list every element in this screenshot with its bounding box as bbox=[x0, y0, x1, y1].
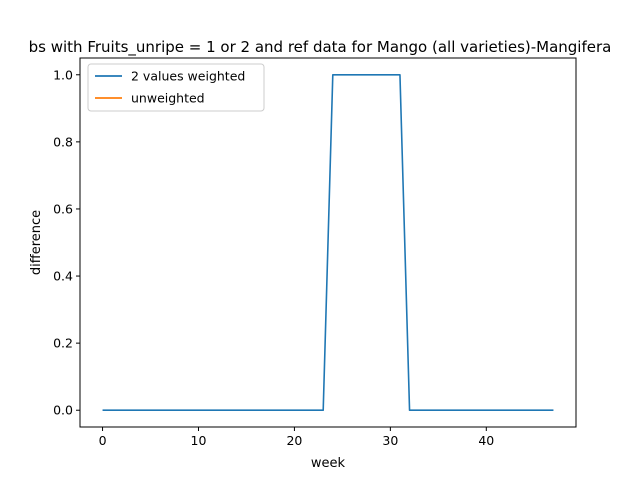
y-tick-label: 0.6 bbox=[53, 201, 73, 216]
x-tick-label: 10 bbox=[191, 433, 207, 448]
legend: 2 values weighted unweighted bbox=[87, 63, 265, 112]
legend-entry-unweighted: unweighted bbox=[131, 91, 205, 106]
y-tick-label: 1.0 bbox=[53, 67, 73, 82]
y-ticks: 0.0 0.2 0.4 0.6 0.8 1.0 bbox=[53, 67, 80, 418]
y-tick-label: 0.8 bbox=[53, 134, 73, 149]
plot-frame bbox=[79, 57, 577, 428]
legend-entry-weighted: 2 values weighted bbox=[131, 69, 245, 84]
chart-title: bs with Fruits_unripe = 1 or 2 and ref d… bbox=[29, 38, 612, 57]
x-tick-label: 20 bbox=[286, 433, 302, 448]
y-tick-label: 0.2 bbox=[53, 336, 73, 351]
legend-frame bbox=[87, 63, 265, 112]
x-tick-label: 30 bbox=[382, 433, 398, 448]
y-axis-label: difference bbox=[29, 210, 44, 275]
x-tick-label: 0 bbox=[99, 433, 107, 448]
y-tick-label: 0.0 bbox=[53, 403, 73, 418]
series-line-0 bbox=[102, 73, 554, 412]
series-lines bbox=[102, 73, 554, 412]
x-ticks: 0 10 20 30 40 bbox=[99, 427, 494, 448]
y-tick-label: 0.4 bbox=[53, 269, 73, 284]
x-tick-label: 40 bbox=[478, 433, 494, 448]
x-axis-label: week bbox=[311, 456, 346, 471]
